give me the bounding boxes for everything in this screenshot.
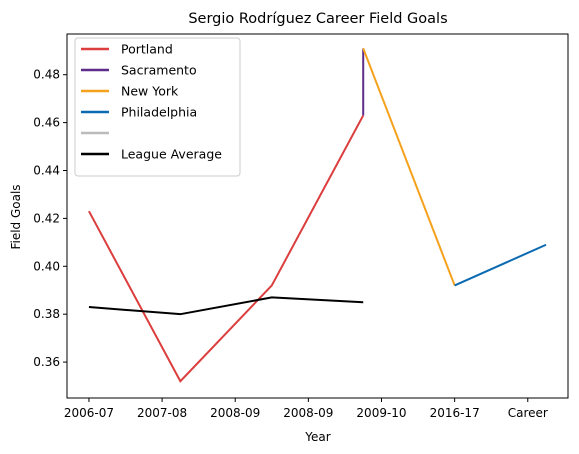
y-tick-label: 0.46	[33, 116, 60, 130]
legend: Portland Sacramento New York Philadelphia Le…	[75, 38, 240, 176]
x-axis-label: Year	[304, 430, 330, 444]
y-tick-label: 0.38	[33, 307, 60, 321]
y-tick-label: 0.36	[33, 355, 60, 369]
x-tick-label: 2009-10	[356, 406, 406, 420]
x-tick-label: 2008-09	[210, 406, 260, 420]
legend-label-portland: Portland	[121, 42, 173, 57]
x-tick-label: 2016-17	[430, 406, 480, 420]
x-tick-label: 2007-08	[137, 406, 187, 420]
y-tick-label: 0.42	[33, 211, 60, 225]
x-tick-label: 2008-09	[283, 406, 333, 420]
legend-label-philadelphia: Philadelphia	[121, 105, 197, 120]
legend-label-league-average: League Average	[121, 147, 222, 162]
y-axis-label: Field Goals	[9, 184, 23, 249]
y-tick-label: 0.48	[33, 68, 60, 82]
x-tick-label: Career	[508, 406, 548, 420]
legend-label-sacramento: Sacramento	[121, 63, 197, 78]
legend-label-new-york: New York	[121, 84, 179, 99]
y-tick-label: 0.44	[33, 164, 60, 178]
x-tick-label: 2006-07	[64, 406, 114, 420]
y-tick-label: 0.40	[33, 259, 60, 273]
chart-title: Sergio Rodríguez Career Field Goals	[188, 11, 447, 27]
